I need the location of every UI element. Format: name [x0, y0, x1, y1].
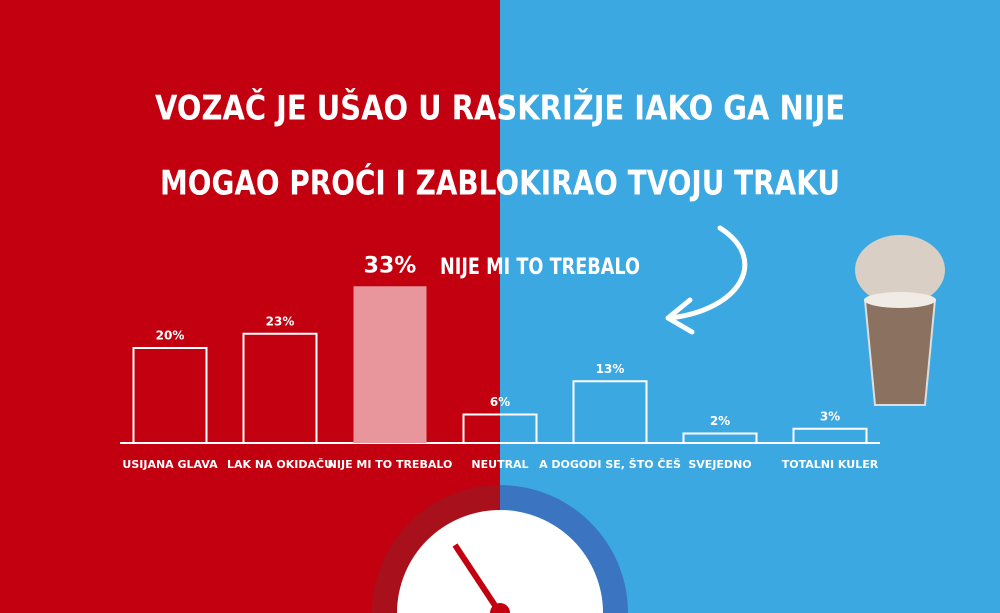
- cup-illustration: [855, 235, 945, 406]
- value-label: 6%: [490, 395, 510, 409]
- value-label: 33%: [364, 253, 417, 278]
- value-label: 13%: [596, 362, 625, 376]
- bar: [462, 413, 538, 444]
- value-label: 3%: [820, 409, 840, 423]
- x-tick-label: SVEJEDNO: [688, 458, 751, 471]
- x-tick-label: USIJANA GLAVA: [122, 458, 218, 471]
- gauge: [372, 485, 628, 613]
- chart-title: MOGAO PROĆI I ZABLOKIRAO TVOJU TRAKU: [160, 163, 840, 204]
- bar: [572, 380, 648, 444]
- annotation: NIJE MI TO TREBALO: [440, 255, 640, 280]
- x-tick-label: TOTALNI KULER: [782, 458, 879, 471]
- bar: [792, 427, 868, 444]
- arrow-head: [665, 297, 695, 335]
- value-label: 2%: [710, 414, 730, 428]
- x-tick-label: NEUTRAL: [471, 458, 528, 471]
- bar: [242, 332, 318, 444]
- value-label: 23%: [266, 314, 295, 328]
- x-tick-label: NIJE MI TO TREBALO: [328, 458, 453, 471]
- x-tick-label: LAK NA OKIDAČU: [227, 458, 333, 471]
- value-label: 20%: [156, 329, 185, 343]
- chart-title: VOZAČ JE UŠAO U RASKRIŽJE IAKO GA NIJE: [155, 88, 845, 129]
- bar: [132, 347, 208, 444]
- bar: [353, 286, 427, 443]
- x-tick-label: A DOGODI SE, ŠTO ČEŠ: [539, 458, 681, 471]
- arrow: [667, 225, 748, 321]
- bar: [682, 432, 758, 444]
